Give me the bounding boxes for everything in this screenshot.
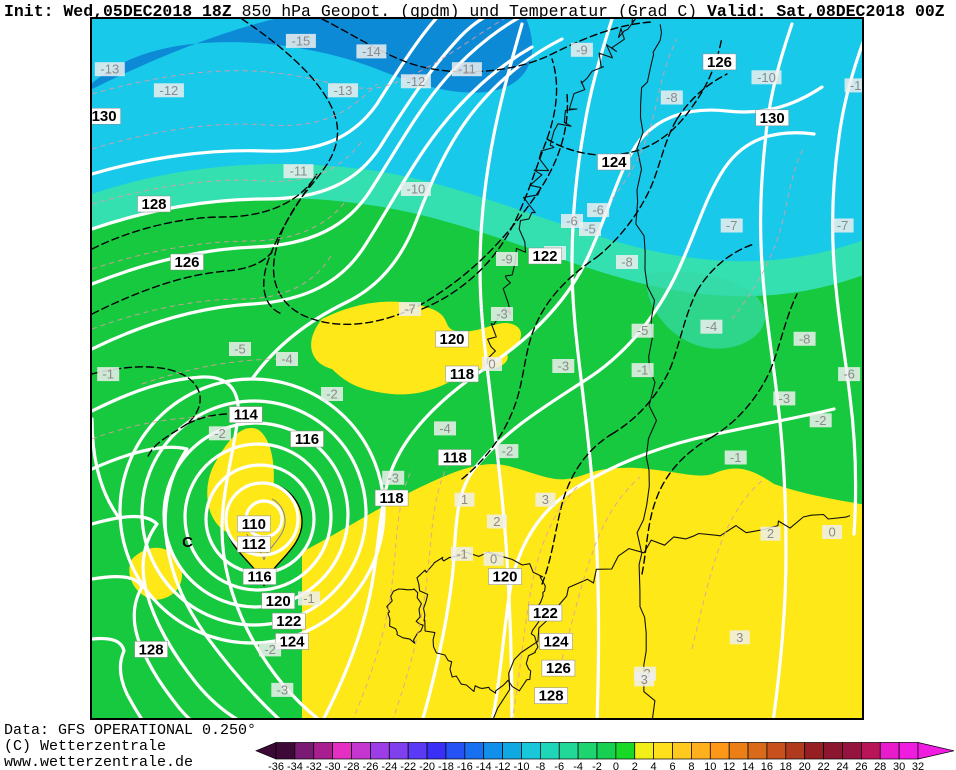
svg-text:8: 8 — [688, 761, 694, 770]
svg-text:0: 0 — [613, 761, 619, 770]
svg-text:-26: -26 — [362, 761, 378, 770]
svg-text:26: 26 — [855, 761, 867, 770]
svg-text:24: 24 — [836, 761, 848, 770]
svg-text:-34: -34 — [287, 761, 303, 770]
svg-text:-4: -4 — [573, 761, 583, 770]
svg-text:-36: -36 — [268, 761, 284, 770]
svg-text:22: 22 — [817, 761, 829, 770]
svg-text:-14: -14 — [476, 761, 492, 770]
svg-text:-30: -30 — [325, 761, 341, 770]
svg-text:-18: -18 — [438, 761, 454, 770]
svg-text:2: 2 — [632, 761, 638, 770]
svg-text:4: 4 — [651, 761, 657, 770]
svg-text:30: 30 — [893, 761, 905, 770]
svg-text:20: 20 — [799, 761, 811, 770]
svg-text:-22: -22 — [400, 761, 416, 770]
svg-text:-20: -20 — [419, 761, 435, 770]
svg-text:-32: -32 — [306, 761, 322, 770]
svg-text:18: 18 — [780, 761, 792, 770]
svg-text:-16: -16 — [457, 761, 473, 770]
svg-text:-10: -10 — [514, 761, 530, 770]
svg-text:-8: -8 — [536, 761, 546, 770]
svg-text:10: 10 — [704, 761, 716, 770]
svg-text:6: 6 — [669, 761, 675, 770]
svg-text:32: 32 — [912, 761, 924, 770]
svg-text:-2: -2 — [592, 761, 602, 770]
svg-text:-24: -24 — [381, 761, 397, 770]
svg-text:-6: -6 — [554, 761, 564, 770]
svg-text:12: 12 — [723, 761, 735, 770]
svg-text:-12: -12 — [495, 761, 511, 770]
svg-text:14: 14 — [742, 761, 754, 770]
svg-text:16: 16 — [761, 761, 773, 770]
svg-text:-28: -28 — [344, 761, 360, 770]
svg-text:28: 28 — [874, 761, 886, 770]
